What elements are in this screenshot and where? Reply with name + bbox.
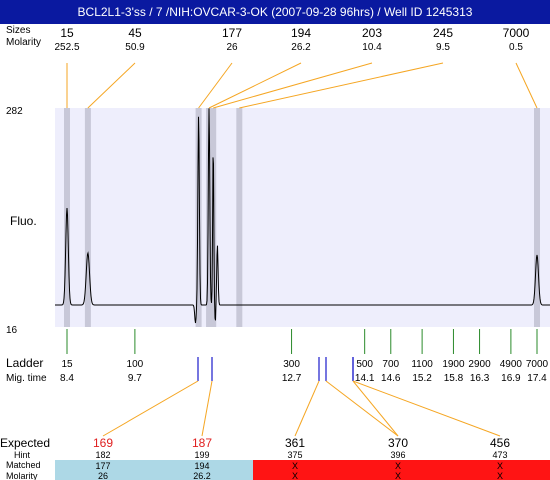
expected-connector xyxy=(352,380,501,437)
matched-size-label: 177 xyxy=(95,461,110,471)
peak-molarity-label: 50.9 xyxy=(125,42,145,53)
ladder-size-label: 100 xyxy=(127,359,144,370)
chart-title: BCL2L1-3'ss / 7 /NIH:OVCAR-3-OK (2007-09… xyxy=(0,0,550,24)
ladder-label: Ladder xyxy=(6,356,43,370)
ladder-mig-time-label: 15.8 xyxy=(444,373,464,384)
ladder-mig-time-label: 15.2 xyxy=(412,373,432,384)
matched-molarity-label: 26 xyxy=(98,471,108,480)
matched-molarity-label: X xyxy=(395,471,401,480)
peak-band xyxy=(64,108,70,327)
ladder-size-label: 2900 xyxy=(468,359,491,370)
fluorescence-trace xyxy=(55,108,550,324)
molarity-bottom-label: Molarity xyxy=(6,471,38,480)
expected-connector xyxy=(325,380,399,437)
expected-size-label: 370 xyxy=(388,436,408,450)
sizes-label: Sizes xyxy=(6,25,30,36)
peak-connector xyxy=(515,62,538,109)
peak-band xyxy=(84,108,91,327)
peak-band xyxy=(195,108,202,327)
peak-size-label: 245 xyxy=(433,26,453,40)
plot-area xyxy=(55,108,550,327)
peak-size-label: 194 xyxy=(291,26,311,40)
ladder-size-label: 500 xyxy=(356,359,373,370)
expected-size-label: 169 xyxy=(93,436,113,450)
ladder-size-label: 700 xyxy=(382,359,399,370)
peak-molarity-label: 9.5 xyxy=(436,42,450,53)
hint-label: 182 xyxy=(95,450,110,460)
peak-connector xyxy=(87,62,136,109)
y-tick-bottom: 16 xyxy=(6,325,18,336)
matched-molarity-label: X xyxy=(497,471,503,480)
peak-molarity-label: 26 xyxy=(226,42,238,53)
fluo-axis-label: Fluo. xyxy=(10,214,37,228)
expected-size-label: 187 xyxy=(192,436,212,450)
peak-molarity-label: 26.2 xyxy=(291,42,311,53)
expected-connector xyxy=(201,380,213,437)
matched-size-label: X xyxy=(395,461,401,471)
ladder-mig-time-label: 16.9 xyxy=(501,373,521,384)
expected-size-label: 361 xyxy=(285,436,305,450)
hint-label: 473 xyxy=(492,450,507,460)
peak-size-label: 177 xyxy=(222,26,242,40)
hint-label: 396 xyxy=(390,450,405,460)
ladder-mig-time-label: 14.6 xyxy=(381,373,401,384)
matched-label: Matched xyxy=(6,460,41,470)
peak-size-label: 203 xyxy=(362,26,382,40)
peak-connector xyxy=(198,62,233,109)
expected-connector xyxy=(352,380,399,437)
ladder-size-label: 1100 xyxy=(411,359,433,370)
peak-band xyxy=(236,108,243,327)
matched-molarity-label: X xyxy=(292,471,298,480)
y-tick-top: 282 xyxy=(6,106,23,117)
ladder-size-label: 15 xyxy=(61,359,73,370)
ladder-mig-time-label: 17.4 xyxy=(527,373,547,384)
expected-label: Expected xyxy=(0,436,50,450)
ladder-mig-time-label: 14.1 xyxy=(355,373,375,384)
peak-band xyxy=(206,108,213,327)
matched-band xyxy=(55,460,253,480)
matched-size-label: 194 xyxy=(194,461,209,471)
peak-connector xyxy=(239,62,444,109)
ladder-size-label: 1900 xyxy=(442,359,465,370)
molarity-label: Molarity xyxy=(6,37,41,48)
expected-connector xyxy=(102,380,199,437)
matched-size-label: X xyxy=(497,461,503,471)
ladder-mig-time-label: 16.3 xyxy=(470,373,490,384)
peak-molarity-label: 0.5 xyxy=(509,42,523,53)
ladder-size-label: 4900 xyxy=(500,359,523,370)
matched-size-label: X xyxy=(292,461,298,471)
peak-connector xyxy=(208,62,302,109)
peak-molarity-label: 252.5 xyxy=(54,42,79,53)
ladder-mig-time-label: 12.7 xyxy=(282,373,302,384)
peak-size-label: 15 xyxy=(60,26,74,40)
ladder-size-label: 7000 xyxy=(526,359,549,370)
mig-time-label: Mig. time xyxy=(6,373,47,384)
ladder-size-label: 300 xyxy=(283,359,300,370)
peak-molarity-label: 10.4 xyxy=(362,42,382,53)
unmatched-band xyxy=(253,460,550,480)
matched-molarity-label: 26.2 xyxy=(193,471,211,480)
peak-size-label: 7000 xyxy=(503,26,530,40)
hint-label: 375 xyxy=(287,450,302,460)
peak-band xyxy=(210,108,217,327)
hint-label: 199 xyxy=(194,450,209,460)
peak-band xyxy=(534,108,540,327)
ladder-mig-time-label: 8.4 xyxy=(60,373,74,384)
hint-label: Hint xyxy=(14,450,31,460)
ladder-mig-time-label: 9.7 xyxy=(128,373,142,384)
peak-connector xyxy=(213,62,373,109)
expected-size-label: 456 xyxy=(490,436,510,450)
peak-size-label: 45 xyxy=(128,26,142,40)
expected-connector xyxy=(294,380,320,437)
